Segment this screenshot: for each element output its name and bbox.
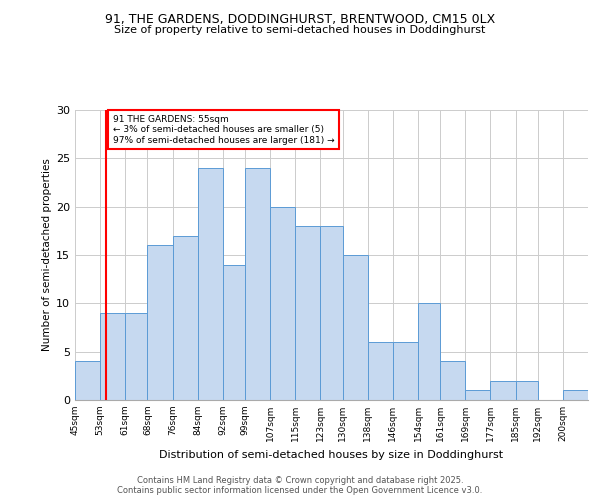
Bar [440,362,465,400]
Text: 91 THE GARDENS: 55sqm
← 3% of semi-detached houses are smaller (5)
97% of semi-d: 91 THE GARDENS: 55sqm ← 3% of semi-detac… [113,115,334,144]
Bar [125,313,148,400]
Text: Contains HM Land Registry data © Crown copyright and database right 2025.
Contai: Contains HM Land Registry data © Crown c… [118,476,482,495]
Bar [223,264,245,400]
Bar [563,390,588,400]
Bar [100,313,125,400]
Y-axis label: Number of semi-detached properties: Number of semi-detached properties [42,158,52,352]
Bar [270,206,295,400]
Bar [343,255,368,400]
Bar [393,342,418,400]
Bar [295,226,320,400]
Bar [148,246,173,400]
Bar [515,380,538,400]
Text: Size of property relative to semi-detached houses in Doddinghurst: Size of property relative to semi-detach… [115,25,485,35]
Text: 91, THE GARDENS, DODDINGHURST, BRENTWOOD, CM15 0LX: 91, THE GARDENS, DODDINGHURST, BRENTWOOD… [105,12,495,26]
Bar [320,226,343,400]
Bar [198,168,223,400]
Bar [368,342,393,400]
Bar [245,168,270,400]
Bar [75,362,100,400]
X-axis label: Distribution of semi-detached houses by size in Doddinghurst: Distribution of semi-detached houses by … [160,450,503,460]
Bar [465,390,490,400]
Bar [418,304,440,400]
Bar [173,236,198,400]
Bar [490,380,515,400]
